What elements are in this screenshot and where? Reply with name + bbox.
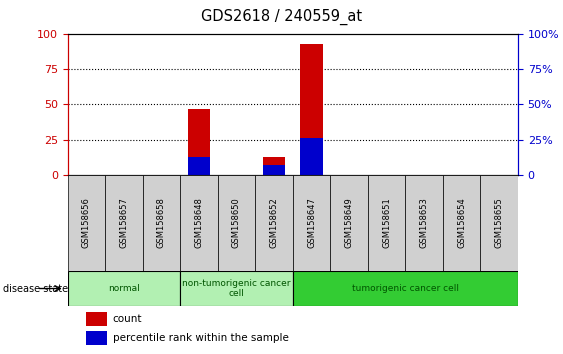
Text: GSM158654: GSM158654 — [457, 198, 466, 249]
Text: GDS2618 / 240559_at: GDS2618 / 240559_at — [201, 9, 362, 25]
FancyBboxPatch shape — [255, 175, 293, 271]
FancyBboxPatch shape — [293, 175, 330, 271]
Bar — [86, 312, 107, 326]
FancyBboxPatch shape — [180, 271, 293, 306]
FancyBboxPatch shape — [368, 175, 405, 271]
Text: GSM158650: GSM158650 — [232, 198, 241, 249]
FancyBboxPatch shape — [218, 175, 255, 271]
Bar — [263, 165, 285, 175]
FancyBboxPatch shape — [142, 175, 180, 271]
Text: GSM158653: GSM158653 — [419, 198, 428, 249]
Text: normal: normal — [108, 284, 140, 293]
Text: GSM158652: GSM158652 — [270, 198, 279, 249]
Text: GSM158649: GSM158649 — [345, 198, 354, 249]
FancyBboxPatch shape — [405, 175, 443, 271]
Bar — [300, 44, 323, 175]
Text: GSM158655: GSM158655 — [495, 198, 504, 249]
FancyBboxPatch shape — [105, 175, 142, 271]
Bar — [300, 138, 323, 175]
Bar — [187, 157, 210, 175]
Bar — [263, 157, 285, 175]
FancyBboxPatch shape — [68, 271, 180, 306]
Text: non-tumorigenic cancer
cell: non-tumorigenic cancer cell — [182, 279, 291, 298]
FancyBboxPatch shape — [480, 175, 518, 271]
Text: GSM158658: GSM158658 — [157, 198, 166, 249]
Text: disease state: disease state — [3, 284, 68, 293]
FancyBboxPatch shape — [293, 271, 518, 306]
FancyBboxPatch shape — [330, 175, 368, 271]
FancyBboxPatch shape — [180, 175, 218, 271]
Text: GSM158657: GSM158657 — [119, 198, 128, 249]
FancyBboxPatch shape — [443, 175, 480, 271]
Text: tumorigenic cancer cell: tumorigenic cancer cell — [352, 284, 459, 293]
Text: GSM158656: GSM158656 — [82, 198, 91, 249]
Text: GSM158651: GSM158651 — [382, 198, 391, 249]
Text: percentile rank within the sample: percentile rank within the sample — [113, 333, 288, 343]
FancyBboxPatch shape — [68, 175, 105, 271]
Text: GSM158647: GSM158647 — [307, 198, 316, 249]
Text: GSM158648: GSM158648 — [194, 198, 203, 249]
Bar — [187, 109, 210, 175]
Bar — [86, 331, 107, 345]
Text: count: count — [113, 314, 142, 324]
